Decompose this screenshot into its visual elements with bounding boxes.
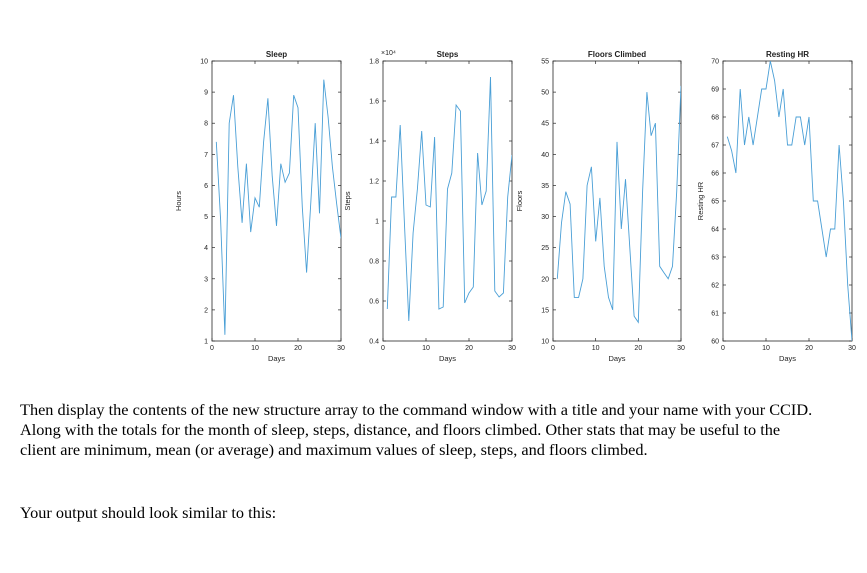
y-tick-label: 25 — [541, 245, 549, 252]
x-tick-label: 20 — [634, 345, 642, 352]
y-tick-label: 5 — [204, 214, 208, 221]
subplot-4: 60 61 62 63 64 65 66 67 68 69 70 0 10 20 30 Resting HR D… — [696, 50, 856, 363]
y-tick-label: 60 — [711, 339, 719, 346]
x-tick-label: 10 — [251, 345, 259, 352]
x-tick-label: 10 — [422, 345, 430, 352]
y-tick-label: 65 — [711, 199, 719, 206]
y-tick-label: 8 — [204, 121, 208, 128]
x-tick-label: 20 — [805, 345, 813, 352]
axes-box — [722, 60, 853, 342]
axes-box — [211, 60, 342, 342]
x-tick-label: 0 — [210, 345, 214, 352]
y-tick-label: 1.8 — [369, 59, 379, 66]
y-tick-label: 7 — [204, 152, 208, 159]
x-tick-label: 20 — [294, 345, 302, 352]
series-line — [556, 85, 681, 324]
subplot-title: Resting HR — [766, 50, 809, 59]
y-exponent-label: ×10⁴ — [381, 50, 396, 57]
y-tick-label: 35 — [541, 183, 549, 190]
x-tick-label: 30 — [508, 345, 516, 352]
y-tick-label: 15 — [541, 307, 549, 314]
y-axis-label: Hours — [174, 191, 183, 211]
y-tick-label: 61 — [711, 311, 719, 318]
y-tick-label: 10 — [200, 59, 208, 66]
y-tick-label: 3 — [204, 276, 208, 283]
x-tick-label: 0 — [381, 345, 385, 352]
y-tick-label: 1 — [204, 339, 208, 346]
y-tick-label: 67 — [711, 143, 719, 150]
y-tick-label: 69 — [711, 87, 719, 94]
y-tick-label: 70 — [711, 59, 719, 66]
y-tick-label: 45 — [541, 121, 549, 128]
subplot-2: 0.4 0.6 0.8 1 1.2 1.4 1.6 1.8 0 10 20 30 Steps Days St… — [343, 50, 516, 363]
y-tick-label: 6 — [204, 183, 208, 190]
y-tick-label: 30 — [541, 214, 549, 221]
y-axis-label: Steps — [343, 191, 352, 210]
x-axis-label: Days — [268, 354, 285, 363]
y-axis-label: Resting HR — [696, 181, 705, 220]
y-tick-label: 40 — [541, 152, 549, 159]
instructions-paragraph: Then display the contents of the new str… — [20, 400, 813, 459]
series-line — [726, 61, 852, 341]
series-line — [386, 76, 512, 322]
x-tick-label: 20 — [465, 345, 473, 352]
y-tick-label: 2 — [204, 307, 208, 314]
y-axis-label: Floors — [515, 190, 524, 211]
x-tick-label: 30 — [848, 345, 856, 352]
y-tick-label: 0.6 — [369, 299, 379, 306]
x-tick-label: 10 — [592, 345, 600, 352]
x-tick-label: 30 — [337, 345, 345, 352]
y-tick-label: 20 — [541, 276, 549, 283]
subplot-title: Steps — [437, 50, 459, 59]
y-tick-label: 55 — [541, 59, 549, 66]
axes-box — [552, 60, 682, 342]
subplot-title: Sleep — [266, 50, 287, 59]
x-axis-label: Days — [439, 354, 456, 363]
series-line — [215, 79, 341, 335]
x-tick-label: 10 — [762, 345, 770, 352]
x-tick-label: 0 — [721, 345, 725, 352]
output-intro-paragraph: Your output should look similar to this: — [20, 503, 277, 522]
y-tick-label: 66 — [711, 171, 719, 178]
y-tick-label: 1 — [375, 219, 379, 226]
y-tick-label: 4 — [204, 245, 208, 252]
x-tick-label: 30 — [677, 345, 685, 352]
subplot-1: 1 2 3 4 5 6 7 8 9 10 0 10 20 30 Sleep Days Hours — [174, 50, 345, 363]
y-tick-label: 0.8 — [369, 259, 379, 266]
x-axis-label: Days — [608, 354, 625, 363]
y-tick-label: 0.4 — [369, 339, 379, 346]
y-tick-label: 63 — [711, 255, 719, 262]
y-tick-label: 68 — [711, 115, 719, 122]
y-tick-label: 1.2 — [369, 179, 379, 186]
y-tick-label: 1.4 — [369, 139, 379, 146]
x-axis-label: Days — [779, 354, 796, 363]
x-tick-label: 0 — [551, 345, 555, 352]
y-tick-label: 9 — [204, 90, 208, 97]
y-tick-label: 64 — [711, 227, 719, 234]
y-tick-label: 1.6 — [369, 99, 379, 106]
subplot-title: Floors Climbed — [588, 50, 646, 59]
y-tick-label: 10 — [541, 339, 549, 346]
y-tick-label: 62 — [711, 283, 719, 290]
y-tick-label: 50 — [541, 90, 549, 97]
